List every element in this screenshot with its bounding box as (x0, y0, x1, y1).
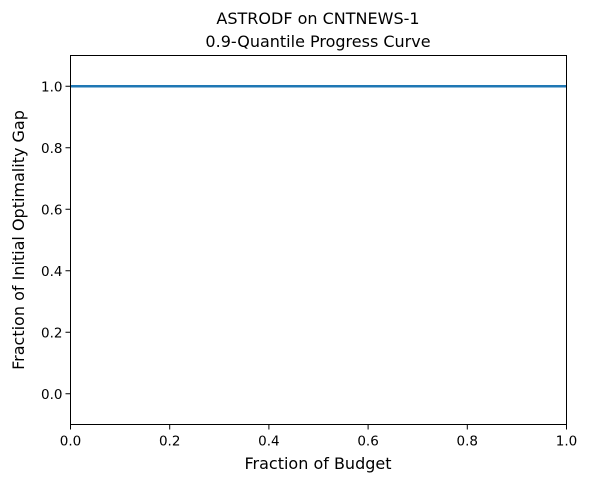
x-tick-label: 0.4 (258, 434, 279, 450)
y-tick-label: 1.0 (41, 79, 62, 95)
ticks-layer: 0.0 0.2 0.4 0.6 0.8 1.0 0.0 0.2 0.4 0.6 0.8 1.0 (41, 79, 577, 449)
y-axis-label: Fraction of Initial Optimality Gap (9, 110, 28, 370)
chart-subtitle: 0.9-Quantile Progress Curve (205, 32, 430, 51)
x-tick-label: 0.6 (357, 434, 378, 450)
x-tick-label: 1.0 (556, 434, 577, 450)
y-tick-label: 0.8 (41, 141, 62, 157)
y-tick-label: 0.2 (41, 325, 62, 341)
y-tick-label: 0.6 (41, 202, 62, 218)
chart-title: ASTRODF on CNTNEWS-1 (216, 9, 419, 28)
plot-area-frame (70, 55, 567, 425)
y-tick-label: 0.4 (41, 264, 62, 280)
y-tick-label: 0.0 (41, 387, 62, 403)
x-axis-label: Fraction of Budget (244, 454, 391, 473)
x-tick-label: 0.0 (60, 434, 81, 450)
x-tick-label: 0.8 (457, 434, 478, 450)
x-tick-label: 0.2 (159, 434, 180, 450)
